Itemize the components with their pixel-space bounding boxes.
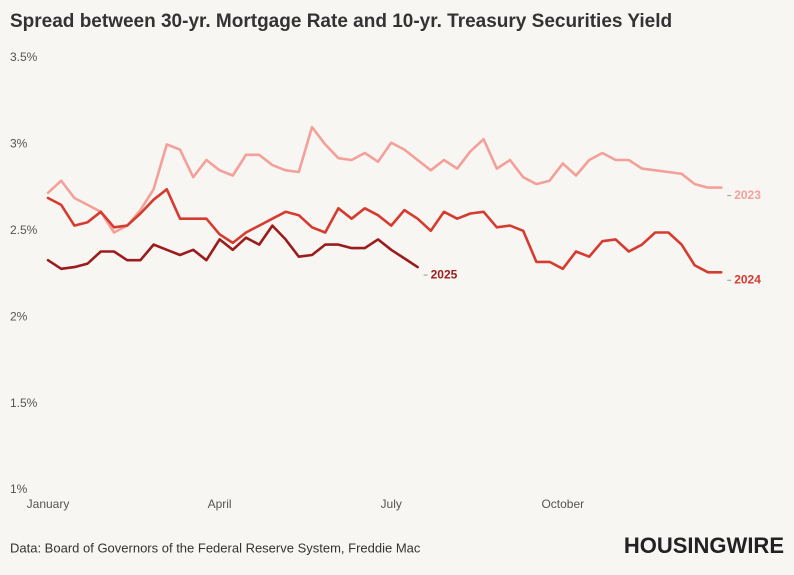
- y-tick-label: 1.5%: [10, 396, 38, 410]
- y-tick-label: 3%: [10, 137, 28, 151]
- series-label: 2024: [734, 272, 761, 286]
- x-tick-label: January: [27, 497, 70, 511]
- source: Data: Board of Governors of the Federal …: [10, 540, 421, 555]
- x-tick-label: October: [541, 497, 584, 511]
- y-tick-label: 1%: [10, 482, 28, 496]
- series-line: [46, 188, 723, 274]
- logo: HOUSINGWIRE: [624, 533, 784, 558]
- y-tick-label: 2%: [10, 309, 28, 323]
- series-label: 2025: [431, 267, 458, 281]
- x-tick-label: July: [381, 497, 402, 511]
- series-line: [46, 224, 419, 271]
- series-label: 2023: [734, 188, 761, 202]
- y-tick-label: 2.5%: [10, 223, 38, 237]
- chart-title: Spread between 30-yr. Mortgage Rate and …: [10, 11, 672, 32]
- series-line: [46, 125, 723, 234]
- y-tick-label: 3.5%: [10, 50, 38, 64]
- x-tick-label: April: [208, 497, 232, 511]
